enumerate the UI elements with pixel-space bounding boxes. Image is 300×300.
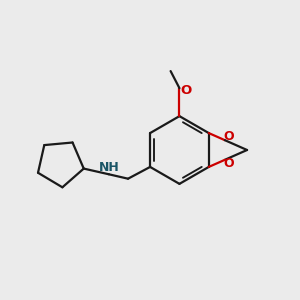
Text: O: O [181, 84, 192, 97]
Text: O: O [224, 130, 234, 143]
Text: O: O [224, 157, 234, 170]
Text: NH: NH [98, 161, 119, 174]
